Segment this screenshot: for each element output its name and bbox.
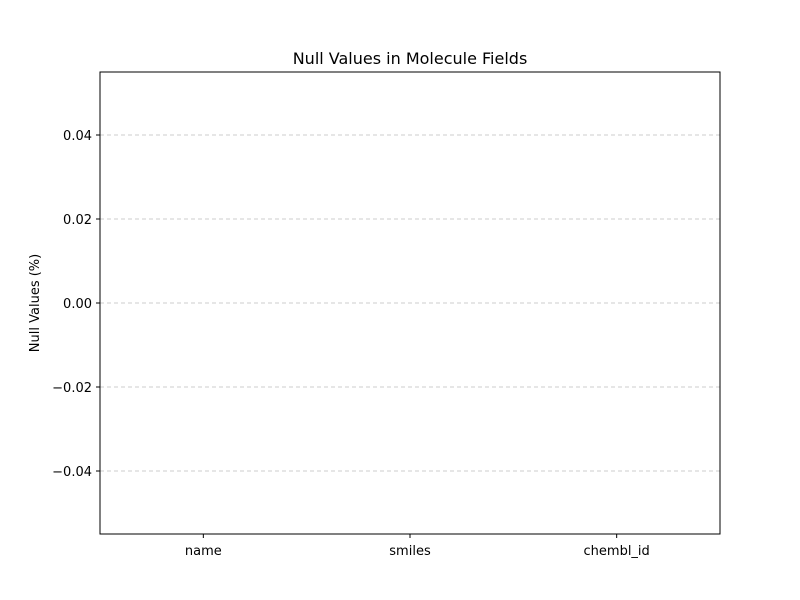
x-axis-ticks: name smiles chembl_id (185, 534, 650, 559)
y-axis-label: Null Values (%) (28, 254, 43, 352)
x-tick-label: chembl_id (584, 544, 650, 559)
y-tick-label: 0.02 (63, 213, 92, 228)
y-tick-label: 0.00 (63, 297, 92, 312)
grid-lines (100, 134, 720, 472)
y-tick-label: −0.04 (52, 465, 92, 480)
y-tick-label: −0.02 (52, 381, 92, 396)
x-tick-label: smiles (389, 544, 431, 559)
chart-title: Null Values in Molecule Fields (293, 49, 528, 68)
x-tick-label: name (185, 544, 222, 559)
y-tick-label: 0.04 (63, 129, 92, 144)
y-axis-ticks: 0.04 0.02 0.00 −0.02 −0.04 (52, 129, 100, 480)
